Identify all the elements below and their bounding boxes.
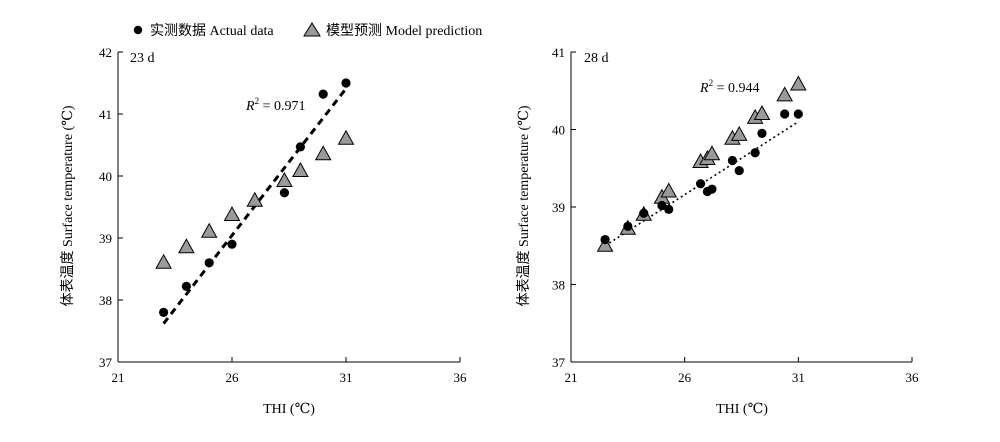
panel-label: 28 d (584, 51, 609, 66)
panel-label: 23 d (130, 51, 155, 66)
y-tick-label: 37 (552, 355, 566, 370)
model-prediction-point (276, 171, 293, 187)
chart-panel-28d: 28 d R2 = 0.944 体表温度 Surface temperature… (516, 45, 919, 417)
actual-data-point (600, 234, 610, 245)
x-tick-label: 36 (906, 370, 920, 385)
actual-data-point (159, 307, 169, 317)
y-axis-label: 体表温度 Surface temperature (℃) (516, 105, 532, 306)
trend-line (604, 121, 799, 247)
actual-data-point (639, 208, 649, 218)
y-tick-label: 37 (99, 355, 113, 370)
legend-model-label: 模型预测 Model prediction (326, 23, 482, 39)
actual-data-point (780, 109, 790, 119)
chart-panel-23d: 23 d R2 = 0.971 体表温度 Surface temperature… (60, 45, 467, 417)
x-axis-label: THI (℃) (263, 402, 315, 417)
x-tick-label: 31 (792, 370, 805, 385)
model-prediction-point (337, 129, 355, 145)
actual-data-point (664, 204, 674, 214)
y-tick-label: 42 (99, 45, 112, 60)
y-axis-label: 体表温度 Surface temperature (℃) (60, 105, 76, 306)
x-tick-label: 31 (340, 370, 353, 385)
model-prediction-point (314, 145, 332, 161)
actual-data-point (657, 200, 667, 211)
actual-data-point (734, 165, 744, 176)
model-prediction-point (703, 145, 721, 161)
r2-annotation: R2 = 0.944 (699, 78, 759, 96)
actual-data-point (750, 148, 760, 158)
legend-model-marker (303, 22, 321, 37)
model-prediction-point (246, 191, 264, 207)
model-prediction-point (223, 206, 241, 222)
actual-data-point (204, 258, 214, 268)
legend-actual-label: 实测数据 Actual data (150, 23, 274, 39)
y-tick-label: 40 (99, 169, 112, 184)
y-tick-label: 39 (552, 200, 565, 215)
actual-data-point (757, 128, 767, 138)
actual-data-point (181, 281, 191, 291)
x-tick-label: 21 (565, 370, 578, 385)
actual-data-point (793, 109, 803, 119)
r2-value: 0.944 (728, 81, 760, 96)
y-tick-label: 41 (552, 45, 565, 60)
model-prediction-point (292, 162, 309, 178)
x-tick-label: 36 (454, 370, 468, 385)
actual-data-point (279, 188, 290, 198)
y-tick-label: 38 (99, 293, 112, 308)
actual-data-point (695, 179, 706, 189)
actual-data-point (227, 239, 237, 249)
x-axis-label: THI (℃) (716, 402, 768, 417)
model-prediction-point (789, 75, 807, 91)
legend: 实测数据 Actual data 模型预测 Model prediction (133, 22, 482, 39)
r2-value: 0.971 (274, 99, 306, 114)
actual-data-point (341, 78, 351, 88)
y-tick-label: 41 (99, 107, 112, 122)
x-tick-label: 26 (226, 370, 240, 385)
y-tick-label: 40 (552, 123, 565, 138)
actual-data-point (295, 142, 305, 152)
model-prediction-point (776, 86, 794, 102)
x-tick-label: 26 (678, 370, 692, 385)
x-tick-label: 21 (112, 370, 125, 385)
model-prediction-point (596, 236, 614, 252)
actual-data-point (727, 155, 738, 166)
actual-data-point (318, 89, 328, 99)
model-prediction-point (178, 238, 195, 254)
model-prediction-point (155, 253, 172, 269)
legend-actual-marker (133, 25, 143, 35)
r2-annotation: R2 = 0.971 (245, 96, 305, 114)
actual-data-point (623, 221, 633, 231)
model-prediction-point (660, 182, 678, 198)
y-tick-label: 39 (99, 231, 112, 246)
model-prediction-point (200, 222, 218, 238)
model-prediction-point (730, 125, 748, 141)
actual-data-point (707, 184, 717, 194)
y-tick-label: 38 (552, 278, 565, 293)
model-prediction-point (753, 104, 771, 120)
